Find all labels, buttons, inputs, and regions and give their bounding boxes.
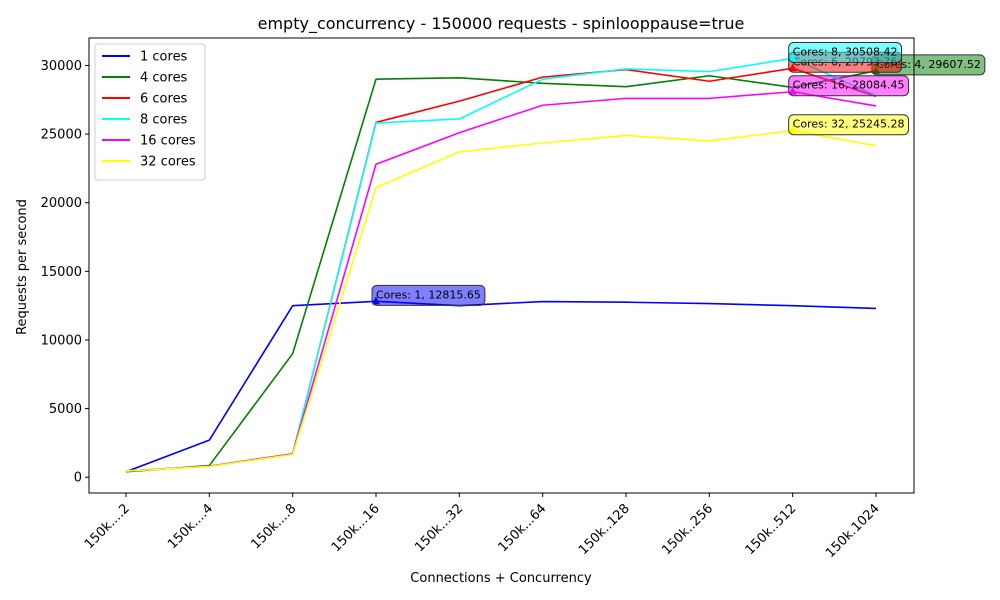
plot-frame — [88, 37, 915, 494]
annotation-4: Cores: 16, 28084.45 — [788, 75, 910, 97]
y-tick-label: 5000 — [49, 402, 82, 417]
y-axis-title: Requests per second — [15, 199, 30, 335]
y-tick-label: 25000 — [41, 128, 82, 143]
series-line-1 — [125, 70, 877, 473]
x-tick-label: 150k...64 — [496, 501, 550, 555]
x-tick-label: 150k.1024 — [823, 501, 883, 561]
annotation-text: Cores: 4, 29607.52 — [876, 58, 981, 71]
annotation-box — [371, 284, 486, 306]
x-tick-label: 150k...32 — [412, 501, 466, 555]
annotation-text: Cores: 16, 28084.45 — [793, 79, 905, 92]
legend-label-5: 32 cores — [140, 155, 196, 170]
series-line-3 — [125, 57, 877, 472]
x-tick-label: 150k...16 — [329, 501, 383, 555]
annotation-box — [788, 114, 910, 136]
y-tick-label: 30000 — [41, 59, 82, 74]
annotation-text: Cores: 1, 12815.65 — [376, 288, 481, 301]
chart-title: empty_concurrency - 150000 requests - sp… — [258, 14, 745, 34]
annotation-0: Cores: 1, 12815.65 — [371, 284, 486, 306]
annotation-text: Cores: 8, 30508.42 — [793, 45, 898, 58]
x-axis-title: Connections + Concurrency — [410, 571, 592, 586]
legend-label-1: 4 cores — [140, 71, 188, 86]
legend-label-2: 6 cores — [140, 92, 188, 107]
annotation-box — [788, 41, 903, 63]
plot-area — [125, 57, 877, 473]
y-tick-label: 20000 — [41, 196, 82, 211]
annotation-5: Cores: 32, 25245.28 — [788, 114, 910, 136]
annotation-text: Cores: 32, 25245.28 — [793, 118, 905, 131]
y-tick-label: 10000 — [41, 333, 82, 348]
series-line-0 — [125, 300, 877, 473]
y-tick-label: 0 — [74, 471, 82, 486]
series-line-5 — [125, 129, 877, 472]
x-tick-label: 150k..128 — [576, 501, 633, 558]
legend-label-4: 16 cores — [140, 134, 196, 149]
series-line-4 — [125, 90, 877, 472]
x-tick-label: 150k....2 — [82, 501, 133, 552]
annotation-3: Cores: 8, 30508.42 — [788, 41, 903, 63]
legend-label-3: 8 cores — [140, 113, 188, 128]
series-line-2 — [125, 67, 877, 472]
legend-label-0: 1 cores — [140, 50, 188, 65]
x-tick-label: 150k....8 — [248, 501, 299, 552]
x-tick-label: 150k..512 — [743, 501, 800, 558]
x-tick-label: 150k..256 — [659, 501, 716, 558]
annotation-box — [788, 75, 910, 97]
y-tick-label: 15000 — [41, 265, 82, 280]
x-tick-label: 150k....4 — [165, 501, 216, 552]
legend: 1 cores 4 cores 6 cores 8 cores 16 cores 32 c… — [94, 43, 206, 181]
